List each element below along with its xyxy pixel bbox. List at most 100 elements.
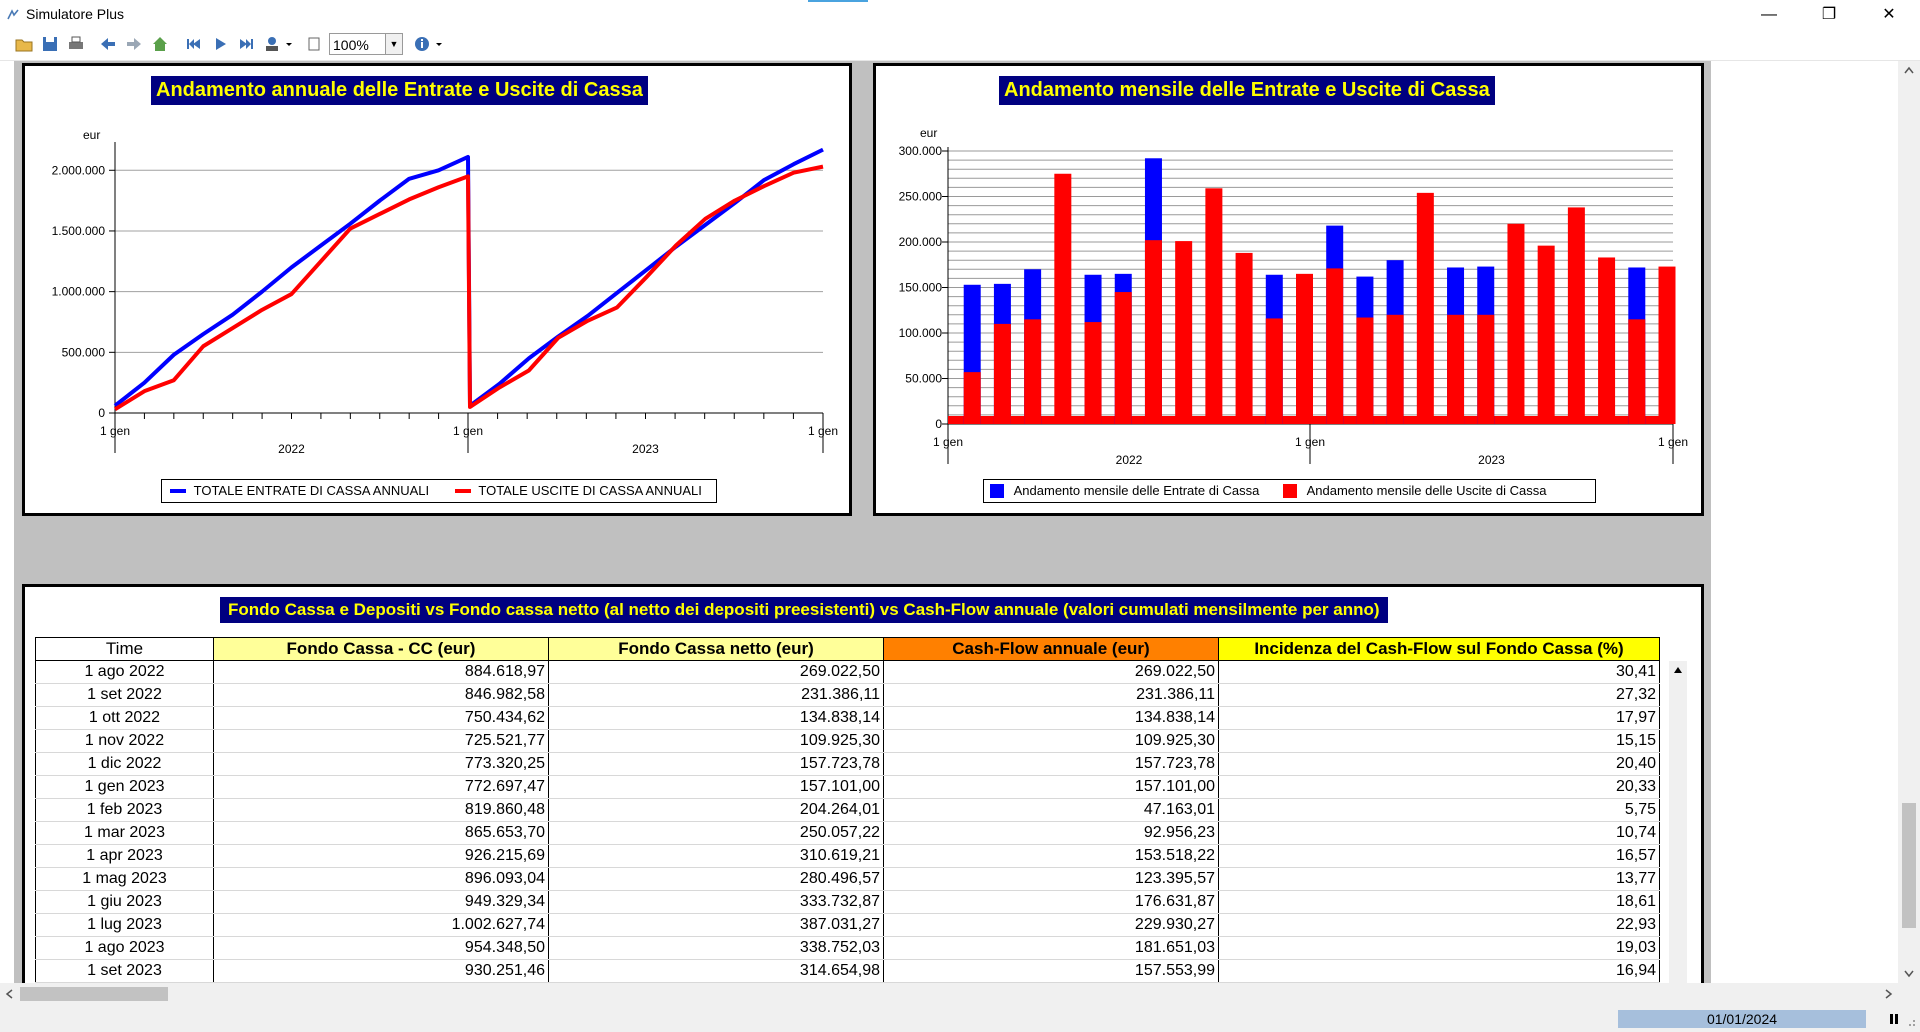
cell-time: 1 feb 2023 — [35, 798, 214, 822]
save-icon[interactable] — [40, 34, 60, 54]
zoom-select[interactable]: 100% ▼ — [329, 33, 403, 55]
vertical-scroll-thumb[interactable] — [1902, 803, 1916, 928]
series-line-uscite — [113, 164, 824, 412]
monthly-chart-title: Andamento mensile delle Entrate e Uscite… — [999, 76, 1495, 105]
cell-incidenza: 15,15 — [1218, 729, 1660, 753]
chevron-down-icon[interactable] — [284, 34, 294, 54]
scroll-right-arrow-icon[interactable] — [1882, 988, 1894, 1000]
cell-time: 1 dic 2022 — [35, 752, 214, 776]
bar-uscite — [1567, 207, 1585, 424]
horizontal-scrollbar[interactable] — [0, 983, 1920, 1005]
annual-chart-title: Andamento annuale delle Entrate e Uscite… — [151, 76, 648, 105]
header-cash-flow[interactable]: Cash-Flow annuale (eur) — [883, 637, 1219, 661]
resize-grip-icon — [1909, 1020, 1915, 1026]
cell-fondo-cassa-netto: 338.752,03 — [548, 936, 884, 960]
cell-fondo-cassa-netto: 157.101,00 — [548, 775, 884, 799]
header-time[interactable]: Time — [35, 637, 214, 661]
y-tick-label: 500.000 — [62, 345, 106, 359]
y-tick-label: 100.000 — [899, 326, 943, 340]
scroll-left-arrow-icon[interactable] — [4, 988, 16, 1000]
year-label: 2023 — [1478, 453, 1505, 467]
first-icon[interactable] — [184, 34, 204, 54]
monthly-chart: 0 50.000 100.000 150.000 200.000 250.000 300.0… — [899, 126, 1688, 467]
table-row[interactable]: 1 feb 2023 819.860,48 204.264,01 47.163,01 5… — [35, 798, 1660, 822]
table-row[interactable]: 1 lug 2023 1.002.627,74 387.031,27 229.930,… — [35, 913, 1660, 937]
forward-icon[interactable] — [124, 34, 144, 54]
table-header-row: Time Fondo Cassa - CC (eur) Fondo Cassa … — [35, 637, 1660, 661]
bar-uscite — [1356, 317, 1374, 424]
bar-uscite — [1507, 223, 1525, 424]
cell-incidenza: 27,32 — [1218, 683, 1660, 707]
home-icon[interactable] — [150, 34, 170, 54]
minimize-button[interactable]: — — [1761, 6, 1777, 23]
y-tick-label: 1.000.000 — [52, 285, 106, 299]
page-setup-icon[interactable] — [304, 34, 324, 54]
title-accent — [808, 0, 868, 2]
open-folder-icon[interactable] — [14, 34, 34, 54]
bar-uscite — [1175, 241, 1193, 424]
info-icon[interactable] — [412, 34, 432, 54]
y-axis-label: eur — [83, 128, 100, 142]
table-row[interactable]: 1 mar 2023 865.653,70 250.057,22 92.956,23 1… — [35, 821, 1660, 845]
table-row[interactable]: 1 ago 2022 884.618,97 269.022,50 269.022,50… — [35, 660, 1660, 684]
cell-fondo-cassa: 949.329,34 — [213, 890, 549, 914]
y-tick-label: 250.000 — [899, 190, 943, 204]
y-tick-label: 150.000 — [899, 281, 943, 295]
last-icon[interactable] — [236, 34, 256, 54]
cell-fondo-cassa-netto: 157.723,78 — [548, 752, 884, 776]
export-icon[interactable] — [262, 34, 282, 54]
cell-fondo-cassa-netto: 109.925,30 — [548, 729, 884, 753]
scroll-up-icon[interactable] — [1671, 663, 1685, 677]
cell-incidenza: 10,74 — [1218, 821, 1660, 845]
play-icon[interactable] — [210, 34, 230, 54]
print-icon[interactable] — [66, 34, 86, 54]
table-row[interactable]: 1 giu 2023 949.329,34 333.732,87 176.631,87… — [35, 890, 1660, 914]
x-tick-label: 1 gen — [1295, 435, 1325, 449]
pause-icon[interactable] — [1888, 1013, 1900, 1025]
header-fondo-cassa[interactable]: Fondo Cassa - CC (eur) — [213, 637, 549, 661]
table-row[interactable]: 1 set 2022 846.982,58 231.386,11 231.386,11… — [35, 683, 1660, 707]
legend-swatch-entrate — [170, 489, 186, 493]
cell-cash-flow: 269.022,50 — [883, 660, 1219, 684]
table-row[interactable]: 1 ago 2023 954.348,50 338.752,03 181.651,03… — [35, 936, 1660, 960]
bar-uscite — [1598, 257, 1616, 424]
table-row[interactable]: 1 gen 2023 772.697,47 157.101,00 157.101,00… — [35, 775, 1660, 799]
scroll-up-arrow-icon[interactable] — [1903, 65, 1915, 77]
bar-uscite — [1235, 252, 1253, 424]
info-chevron-down-icon[interactable] — [434, 34, 444, 54]
bar-uscite — [1386, 314, 1404, 424]
back-icon[interactable] — [98, 34, 118, 54]
maximize-button[interactable]: ❐ — [1821, 6, 1837, 23]
header-fondo-cassa-netto[interactable]: Fondo Cassa netto (eur) — [548, 637, 884, 661]
bar-uscite — [1054, 173, 1072, 424]
cell-cash-flow: 47.163,01 — [883, 798, 1219, 822]
cell-fondo-cassa-netto: 310.619,21 — [548, 844, 884, 868]
cell-cash-flow: 229.930,27 — [883, 913, 1219, 937]
monthly-chart-legend: Andamento mensile delle Entrate di Cassa… — [983, 479, 1596, 503]
table-vertical-scrollbar[interactable] — [1669, 661, 1687, 983]
x-tick-label: 1 gen — [933, 435, 963, 449]
scroll-down-arrow-icon[interactable] — [1903, 967, 1915, 979]
close-button[interactable]: ✕ — [1882, 6, 1896, 23]
table-row[interactable]: 1 set 2023 930.251,46 314.654,98 157.553,99… — [35, 959, 1660, 983]
header-incidenza[interactable]: Incidenza del Cash-Flow sul Fondo Cassa … — [1218, 637, 1660, 661]
cell-incidenza: 13,77 — [1218, 867, 1660, 891]
year-label: 2022 — [1116, 453, 1143, 467]
cell-fondo-cassa-netto: 231.386,11 — [548, 683, 884, 707]
cell-fondo-cassa-netto: 333.732,87 — [548, 890, 884, 914]
horizontal-scroll-thumb[interactable] — [20, 987, 168, 1001]
table-row[interactable]: 1 nov 2022 725.521,77 109.925,30 109.925,30… — [35, 729, 1660, 753]
cell-fondo-cassa-netto: 269.022,50 — [548, 660, 884, 684]
cell-incidenza: 17,97 — [1218, 706, 1660, 730]
table-row[interactable]: 1 mag 2023 896.093,04 280.496,57 123.395,57… — [35, 867, 1660, 891]
zoom-dropdown-icon[interactable]: ▼ — [385, 34, 402, 54]
table-row[interactable]: 1 ott 2022 750.434,62 134.838,14 134.838,14… — [35, 706, 1660, 730]
table-row[interactable]: 1 apr 2023 926.215,69 310.619,21 153.518,22… — [35, 844, 1660, 868]
status-bar: 01/01/2024 — [0, 1005, 1920, 1032]
y-tick-label: 2.000.000 — [52, 163, 106, 177]
cell-time: 1 apr 2023 — [35, 844, 214, 868]
table-row[interactable]: 1 dic 2022 773.320,25 157.723,78 157.723,78… — [35, 752, 1660, 776]
vertical-scrollbar[interactable] — [1898, 61, 1920, 983]
bar-uscite — [1658, 266, 1676, 424]
cell-fondo-cassa-netto: 280.496,57 — [548, 867, 884, 891]
